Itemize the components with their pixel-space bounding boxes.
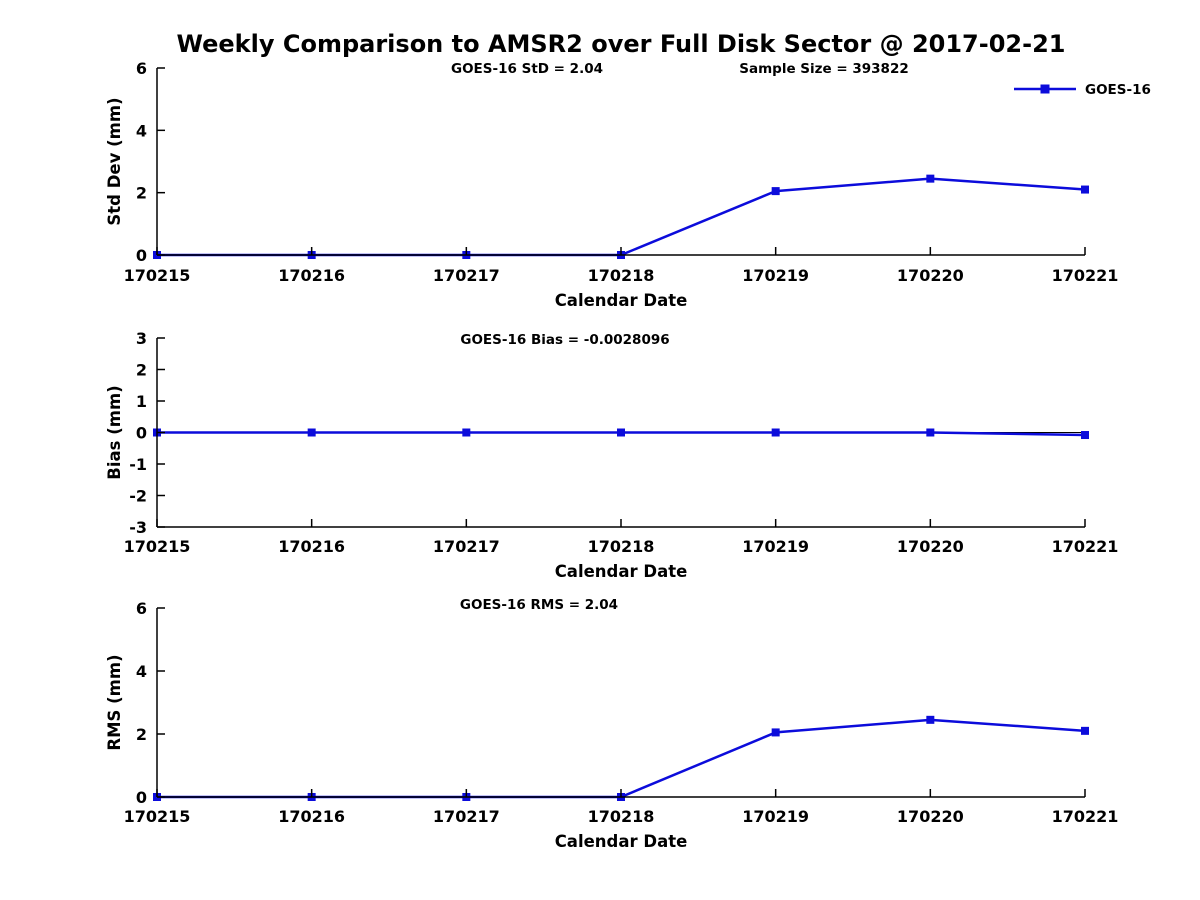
data-marker — [462, 428, 471, 437]
x-tick-label: 170217 — [433, 266, 500, 285]
y-tick-label: 4 — [136, 662, 147, 681]
series-line-GOES-16 — [157, 718, 1086, 799]
x-axis-label: Calendar Date — [555, 562, 688, 581]
x-tick-label: 170215 — [124, 266, 191, 285]
legend-label: GOES-16 — [1085, 82, 1151, 98]
data-marker — [1081, 726, 1089, 735]
subplot-std-dev — [153, 67, 1089, 259]
y-tick-label: 2 — [136, 361, 147, 380]
y-tick-label: 0 — [136, 246, 147, 265]
legend-square-icon — [1040, 84, 1050, 94]
data-marker — [771, 728, 780, 737]
y-axis-label: Std Dev (mm) — [105, 97, 124, 225]
subplot-rms — [153, 607, 1089, 801]
data-marker — [1081, 431, 1089, 440]
y-tick-label: 6 — [136, 599, 147, 618]
x-tick-label: 170218 — [588, 537, 655, 556]
series-line-GOES-16 — [157, 177, 1086, 257]
data-marker — [617, 428, 625, 437]
x-tick-label: 170220 — [897, 807, 964, 826]
x-tick-label: 170219 — [742, 537, 809, 556]
y-tick-label: 1 — [136, 392, 147, 411]
y-axis-label: RMS (mm) — [105, 654, 124, 750]
x-tick-label: 170215 — [124, 807, 191, 826]
data-marker — [926, 174, 935, 183]
y-tick-label: 2 — [136, 184, 147, 203]
annotation: GOES-16 RMS = 2.04 — [460, 597, 618, 613]
data-marker — [307, 428, 316, 437]
x-axis-label: Calendar Date — [555, 291, 688, 310]
x-tick-label: 170216 — [278, 807, 345, 826]
y-tick-label: 3 — [136, 329, 147, 348]
annotation: GOES-16 StD = 2.04 — [451, 61, 603, 77]
annotation: Sample Size = 393822 — [739, 61, 908, 77]
x-tick-label: 170221 — [1052, 537, 1119, 556]
y-tick-label: -1 — [129, 455, 147, 474]
x-tick-label: 170218 — [588, 807, 655, 826]
y-axis-label: Bias (mm) — [105, 385, 124, 479]
data-marker — [771, 187, 780, 196]
x-tick-label: 170216 — [278, 537, 345, 556]
data-marker — [926, 428, 935, 437]
x-tick-label: 170219 — [742, 807, 809, 826]
x-tick-label: 170220 — [897, 537, 964, 556]
data-marker — [926, 715, 935, 724]
y-tick-label: -2 — [129, 487, 147, 506]
y-tick-label: 0 — [136, 424, 147, 443]
y-tick-label: 6 — [136, 59, 147, 78]
x-tick-label: 170218 — [588, 266, 655, 285]
y-tick-label: 2 — [136, 725, 147, 744]
x-tick-label: 170217 — [433, 537, 500, 556]
y-tick-label: -3 — [129, 518, 147, 537]
x-tick-label: 170219 — [742, 266, 809, 285]
x-tick-label: 170215 — [124, 537, 191, 556]
x-tick-label: 170217 — [433, 807, 500, 826]
x-tick-label: 170220 — [897, 266, 964, 285]
data-marker — [771, 428, 780, 437]
x-tick-label: 170221 — [1052, 266, 1119, 285]
x-tick-label: 170216 — [278, 266, 345, 285]
data-marker — [1081, 185, 1089, 194]
annotation: GOES-16 Bias = -0.0028096 — [460, 332, 669, 348]
subplot-bias — [153, 337, 1089, 528]
x-tick-label: 170221 — [1052, 807, 1119, 826]
y-tick-label: 0 — [136, 788, 147, 807]
chart-title: Weekly Comparison to AMSR2 over Full Dis… — [176, 30, 1066, 58]
x-axis-label: Calendar Date — [555, 832, 688, 851]
y-tick-label: 4 — [136, 121, 147, 140]
